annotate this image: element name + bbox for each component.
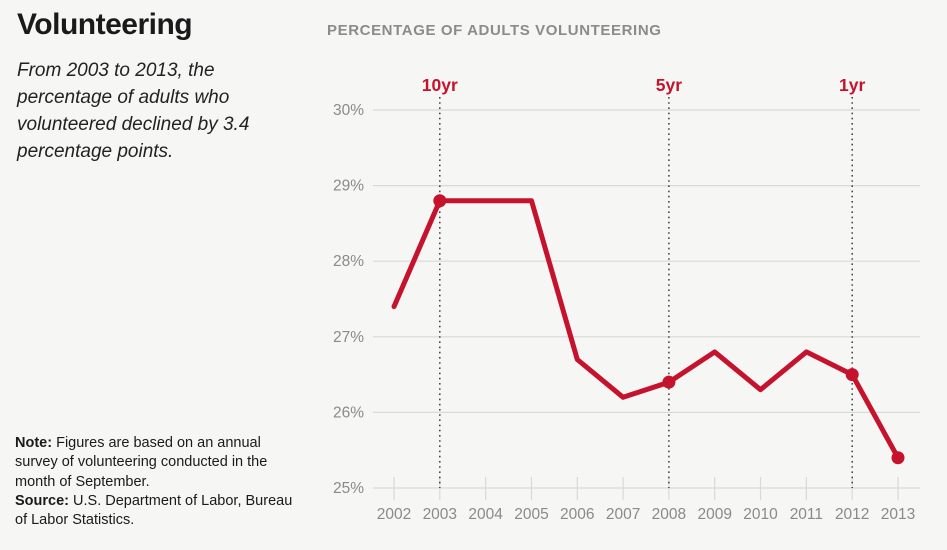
data-point — [662, 375, 676, 389]
annotation-label: 5yr — [656, 75, 682, 95]
x-tick-label: 2005 — [514, 506, 548, 523]
y-tick-label: 26% — [333, 404, 364, 421]
data-point — [891, 451, 905, 465]
x-tick-label: 2002 — [377, 506, 411, 523]
y-tick-label: 27% — [333, 329, 364, 346]
page-subtitle: From 2003 to 2013, the percentage of adu… — [17, 60, 250, 162]
y-tick-label: 25% — [333, 480, 364, 497]
chart-area: PERCENTAGE OF ADULTS VOLUNTEERING 25% 26%… — [320, 0, 947, 550]
x-tick-label: 2003 — [423, 506, 457, 523]
x-tick-label: 2006 — [560, 506, 594, 523]
x-tick-label: 2008 — [652, 506, 686, 523]
source-label: Source: — [15, 492, 69, 509]
note-label: Note: — [15, 435, 53, 451]
page-title: Volunteering — [17, 8, 193, 41]
annotation-label: 10yr — [422, 75, 458, 95]
x-tick-label: 2009 — [697, 506, 731, 523]
source-line: Source: U.S. Department of Labor, Bureau… — [15, 492, 305, 531]
source-text: U.S. Department of Labor, Bureau of Labo… — [15, 492, 293, 529]
data-line — [391, 198, 901, 461]
x-tick-label: 2013 — [881, 506, 915, 523]
y-tick-label: 30% — [333, 102, 364, 119]
note-text: Figures are based on an annual survey of… — [15, 435, 268, 490]
data-point — [433, 194, 447, 208]
y-tick-label: 29% — [333, 178, 364, 195]
x-tick-label: 2011 — [790, 506, 823, 523]
chart-title: PERCENTAGE OF ADULTS VOLUNTEERING — [327, 22, 662, 39]
x-tick-label: 2004 — [468, 506, 503, 523]
x-tick-label: 2010 — [743, 506, 778, 523]
footnote: Note: Figures are based on an annual sur… — [15, 434, 305, 530]
data-point — [845, 368, 859, 382]
x-tick-label: 2007 — [606, 506, 640, 523]
y-tick-label: 28% — [333, 253, 364, 270]
annotation-label: 1yr — [839, 75, 865, 95]
note-line: Note: Figures are based on an annual sur… — [15, 434, 305, 492]
line-chart: 25% 26% 27% 28% 29% 30% 2002 2003 2004 2005 2006 20… — [333, 75, 920, 523]
x-tick-label: 2012 — [835, 506, 869, 523]
left-column: Volunteering From 2003 to 2013, the perc… — [17, 8, 297, 166]
